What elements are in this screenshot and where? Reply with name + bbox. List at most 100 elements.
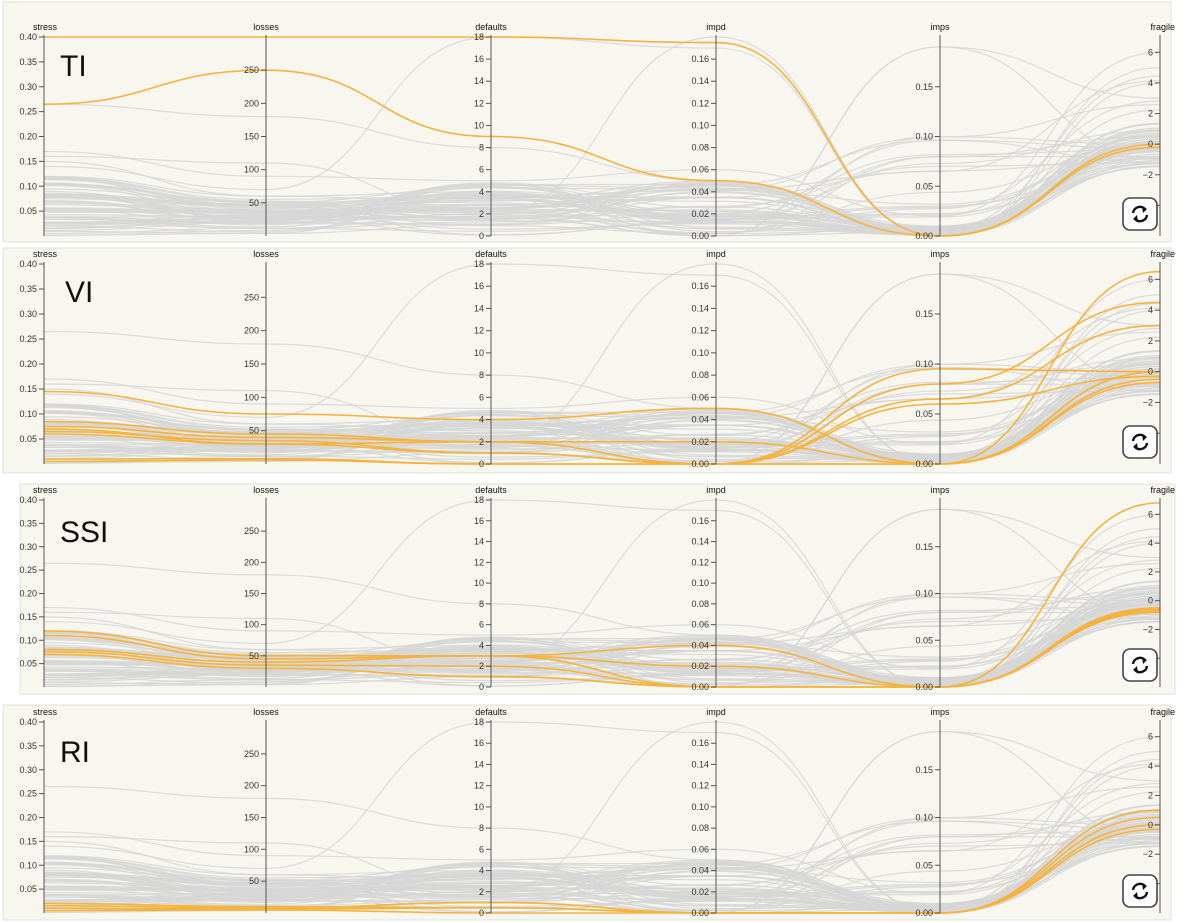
tick-label: 0.05 bbox=[19, 659, 37, 669]
tick-label: 0.08 bbox=[691, 143, 709, 153]
tick-label: −2 bbox=[1143, 624, 1153, 634]
tick-label: 18 bbox=[474, 717, 484, 727]
refresh-button-frame[interactable] bbox=[1122, 425, 1158, 459]
tick-label: 6 bbox=[479, 620, 484, 630]
tick-label: 50 bbox=[249, 651, 259, 661]
refresh-arrow-top bbox=[1142, 206, 1147, 213]
axis-losses: losses 50 100 150 200 250 bbox=[244, 707, 279, 913]
tick-label: 16 bbox=[474, 516, 484, 526]
tick-label: 0.10 bbox=[915, 813, 933, 823]
tick-label: 18 bbox=[474, 495, 484, 505]
tick-label: 4 bbox=[1148, 538, 1153, 548]
tick-label: 0.10 bbox=[19, 181, 37, 191]
tick-label: 0.40 bbox=[19, 495, 37, 505]
tick-label: 0.05 bbox=[915, 635, 933, 645]
tick-label: 2 bbox=[1148, 790, 1153, 800]
tick-label: 0.06 bbox=[691, 165, 709, 175]
axis-stress: stress 0.05 0.10 0.15 0.20 0.25 0.30 0.35 0.40 bbox=[19, 707, 58, 913]
context-line bbox=[43, 562, 1161, 688]
highlight-line bbox=[43, 816, 1161, 914]
tick-label: 0.15 bbox=[915, 309, 933, 319]
context-line bbox=[43, 763, 1161, 879]
tick-label: 0.00 bbox=[691, 908, 709, 918]
tick-label: 100 bbox=[244, 165, 259, 175]
context-line bbox=[43, 820, 1161, 891]
tick-label: 0.40 bbox=[19, 32, 37, 42]
refresh-button-frame[interactable] bbox=[1122, 197, 1158, 231]
tick-label: 0.00 bbox=[915, 231, 933, 241]
tick-label: 0.12 bbox=[691, 326, 709, 336]
tick-label: 4 bbox=[479, 640, 484, 650]
context-line bbox=[43, 142, 1161, 234]
tick-label: 0.16 bbox=[691, 281, 709, 291]
tick-label: 0.25 bbox=[19, 107, 37, 117]
axis-title: stress bbox=[33, 249, 58, 259]
refresh-button[interactable] bbox=[1122, 874, 1158, 908]
axis-title: defaults bbox=[475, 22, 507, 32]
tick-label: 0.15 bbox=[19, 156, 37, 166]
tick-label: 2 bbox=[479, 661, 484, 671]
tick-label: 0.30 bbox=[19, 765, 37, 775]
tick-label: 16 bbox=[474, 281, 484, 291]
tick-label: 0 bbox=[1148, 139, 1153, 149]
context-line bbox=[43, 829, 1161, 903]
axis-defaults: defaults 0 2 4 6 8 10 12 14 16 18 bbox=[474, 485, 507, 692]
tick-label: 150 bbox=[244, 359, 259, 369]
tick-label: 0.16 bbox=[691, 738, 709, 748]
tick-label: 4 bbox=[479, 415, 484, 425]
tick-label: 2 bbox=[479, 209, 484, 219]
refresh-button[interactable] bbox=[1122, 648, 1158, 682]
tick-label: 50 bbox=[249, 198, 259, 208]
axis-title: impd bbox=[706, 22, 726, 32]
tick-label: 0.10 bbox=[915, 589, 933, 599]
axis-title: fragile bbox=[1150, 707, 1175, 717]
refresh-icon bbox=[1131, 205, 1149, 223]
tick-label: 6 bbox=[1148, 274, 1153, 284]
axis-title: impd bbox=[706, 249, 726, 259]
tick-label: 0.15 bbox=[915, 765, 933, 775]
refresh-button-frame[interactable] bbox=[1122, 874, 1158, 908]
axis-title: defaults bbox=[475, 485, 507, 495]
tick-label: 0.30 bbox=[19, 82, 37, 92]
tick-label: 0.05 bbox=[915, 181, 933, 191]
tick-label: 2 bbox=[479, 437, 484, 447]
tick-label: 2 bbox=[1148, 336, 1153, 346]
tick-label: 0.08 bbox=[691, 599, 709, 609]
axis-title: imps bbox=[930, 707, 950, 717]
tick-label: 0.15 bbox=[19, 836, 37, 846]
axis-imps: imps 0.00 0.05 0.10 0.15 bbox=[915, 485, 950, 692]
tick-label: 0.05 bbox=[915, 409, 933, 419]
tick-label: 16 bbox=[474, 54, 484, 64]
chart-panel-ti: stress 0.05 0.10 0.15 0.20 0.25 0.30 0.35 0.40 lo… bbox=[2, 1, 1175, 243]
context-line bbox=[43, 350, 1161, 461]
tick-label: 0.35 bbox=[19, 741, 37, 751]
panel-label: RI bbox=[60, 736, 90, 769]
tick-label: 0 bbox=[1148, 820, 1153, 830]
tick-label: 0.14 bbox=[691, 537, 709, 547]
context-line bbox=[43, 138, 1161, 232]
context-line bbox=[43, 273, 1161, 465]
tick-label: 0.40 bbox=[19, 717, 37, 727]
context-line bbox=[43, 782, 1161, 907]
tick-label: 2 bbox=[1148, 567, 1153, 577]
tick-label: 10 bbox=[474, 578, 484, 588]
tick-label: 16 bbox=[474, 738, 484, 748]
axis-defaults: defaults 0 2 4 6 8 10 12 14 16 18 bbox=[474, 249, 507, 469]
refresh-button[interactable] bbox=[1122, 425, 1158, 459]
context-line bbox=[43, 605, 1161, 678]
axis-title: stress bbox=[33, 707, 58, 717]
tick-label: 0 bbox=[1148, 367, 1153, 377]
refresh-button[interactable] bbox=[1122, 197, 1158, 231]
context-line bbox=[43, 736, 1161, 895]
context-line bbox=[43, 46, 1161, 237]
axis-losses: losses 50 100 150 200 250 bbox=[244, 485, 279, 687]
tick-label: 0.20 bbox=[19, 132, 37, 142]
refresh-button-frame[interactable] bbox=[1122, 648, 1158, 682]
context-line bbox=[43, 823, 1161, 911]
tick-label: 0.25 bbox=[19, 565, 37, 575]
tick-label: 50 bbox=[249, 426, 259, 436]
axis-title: stress bbox=[33, 485, 58, 495]
axis-impd: impd 0.00 0.02 0.04 0.06 0.08 0.10 0.12 0.14 0.16 bbox=[691, 249, 725, 469]
tick-label: 0.02 bbox=[691, 661, 709, 671]
tick-label: 250 bbox=[244, 526, 259, 536]
